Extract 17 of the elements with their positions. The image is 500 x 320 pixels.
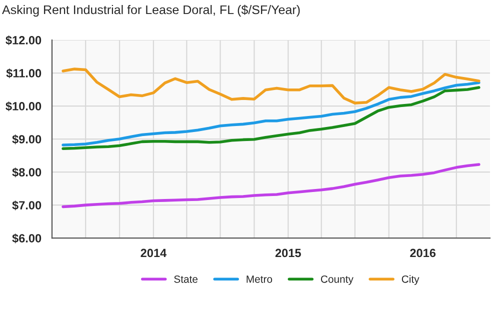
y-tick-label: $6.00 <box>12 234 42 244</box>
x-tick-label: 2016 <box>410 248 436 258</box>
legend-label: City <box>402 275 420 285</box>
line-series <box>62 68 480 104</box>
legend-label: Metro <box>246 276 272 283</box>
y-tick-label: $12.00 <box>6 36 42 46</box>
y-tick-label: $10.00 <box>6 102 42 112</box>
legend-label: County <box>320 275 354 285</box>
x-tick-label: 2014 <box>140 248 167 258</box>
y-tick-label: $8.00 <box>12 168 42 178</box>
legend-label: State <box>174 275 198 283</box>
y-tick-label: $7.00 <box>12 200 42 210</box>
chart-title: Asking Rent Industrial for Lease Doral, FL ($/SF/Year) <box>2 4 300 17</box>
line-series <box>62 163 480 208</box>
x-tick-label: 2015 <box>275 248 301 258</box>
y-tick-label: $9.00 <box>12 134 42 144</box>
y-tick-label: $11.00 <box>6 68 42 78</box>
